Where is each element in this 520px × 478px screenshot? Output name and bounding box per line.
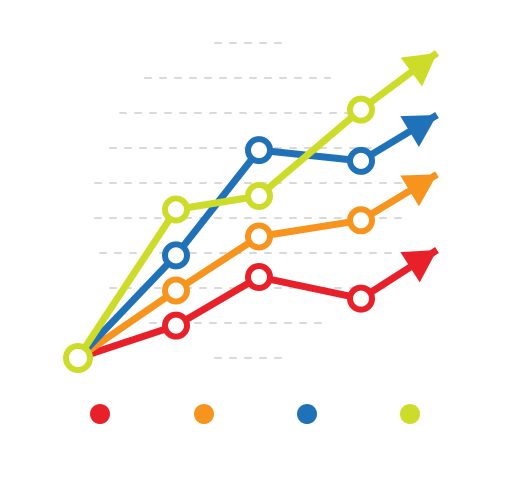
data-point: [245, 263, 273, 291]
origin-point: [63, 343, 93, 373]
series: [75, 112, 439, 361]
legend-marker: [297, 404, 317, 424]
data-point: [162, 276, 190, 305]
data-point: [347, 146, 375, 175]
data-point: [245, 182, 273, 210]
data-point: [162, 241, 190, 270]
data-point: [347, 206, 375, 235]
legend-marker: [194, 404, 214, 424]
data-point: [347, 95, 375, 124]
legend: [90, 404, 420, 424]
series-layer: [63, 50, 440, 373]
data-point: [245, 136, 273, 165]
series: [76, 171, 439, 361]
series-arrowhead: [400, 174, 437, 207]
series-arrowhead: [400, 115, 437, 147]
data-point: [245, 222, 273, 251]
series: [75, 50, 440, 360]
data-point: [347, 284, 375, 313]
data-point: [162, 195, 190, 224]
legend-marker: [400, 404, 420, 424]
series: [76, 247, 439, 362]
series-arrowhead: [400, 52, 437, 87]
data-point: [162, 311, 190, 340]
legend-marker: [90, 404, 110, 424]
series-arrowhead: [400, 250, 437, 283]
